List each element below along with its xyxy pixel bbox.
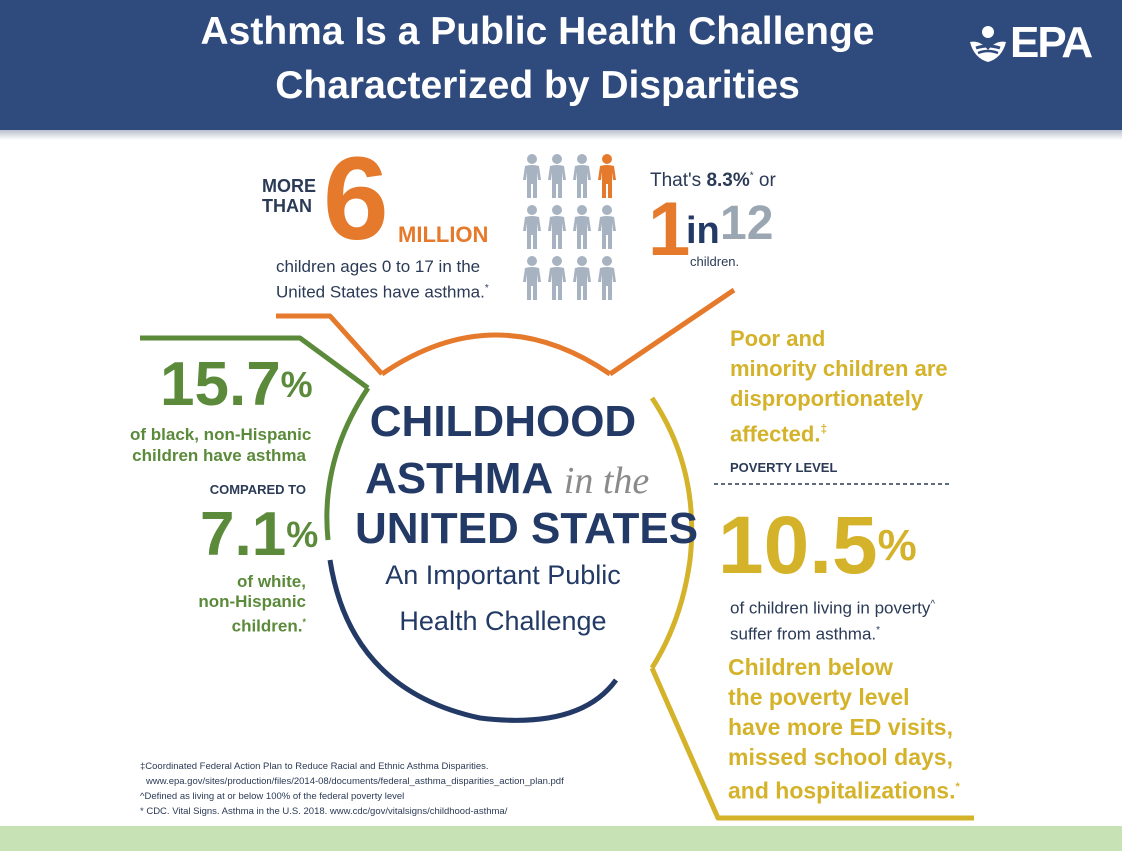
epa-flower-icon	[970, 26, 1006, 62]
child-figure-icon	[548, 256, 566, 300]
poverty-stat: 10.5%	[718, 500, 917, 591]
ratio-twelve: 12	[720, 197, 774, 250]
white-children-stat: 7.1%	[200, 500, 319, 569]
footer-band	[0, 826, 1122, 851]
title-line-2: Characterized by Disparities	[275, 64, 800, 107]
thats-percent-text: That's 8.3%* or	[650, 170, 776, 191]
black-children-stat: 15.7%	[160, 350, 313, 419]
more-than-label: MORE THAN	[262, 176, 316, 216]
million-label: MILLION	[398, 222, 489, 247]
epa-logo-text: EPA	[1010, 18, 1093, 67]
ratio-in: in	[686, 210, 720, 252]
child-figure-icon	[573, 256, 591, 300]
white-children-desc: of white, non-Hispanic children.*	[198, 572, 306, 636]
child-figure-icon	[523, 205, 541, 249]
center-title-united-states: UNITED STATES	[355, 504, 699, 553]
center-subtitle-line1: An Important Public	[385, 560, 621, 590]
compared-to-label: COMPARED TO	[209, 482, 306, 497]
poverty-level-label: POVERTY LEVEL	[730, 460, 838, 475]
center-subtitle-line2: Health Challenge	[399, 606, 607, 636]
child-figure-icon	[598, 154, 616, 198]
child-figure-icon	[548, 205, 566, 249]
ratio-children-label: children.	[690, 254, 740, 269]
poor-minority-text: Poor and minority children are dispropor…	[730, 326, 948, 447]
child-figure-icon	[548, 154, 566, 198]
child-figure-icon	[598, 205, 616, 249]
children-figure-grid	[523, 154, 616, 300]
child-figure-icon	[598, 256, 616, 300]
six-big-number: 6	[323, 133, 389, 265]
center-title-asthma: ASTHMA in the	[365, 454, 650, 503]
child-figure-icon	[573, 205, 591, 249]
footnote-3: ^Defined as living at or below 100% of t…	[140, 791, 405, 802]
child-figure-icon	[573, 154, 591, 198]
child-figure-icon	[523, 256, 541, 300]
below-poverty-text: Children below the poverty level have mo…	[728, 654, 960, 804]
footnote-2[interactable]: www.epa.gov/sites/production/files/2014-…	[146, 776, 564, 787]
black-children-desc: of black, non-Hispanic children have ast…	[130, 425, 312, 465]
header-shadow	[0, 130, 1122, 140]
ratio-one: 1	[648, 187, 691, 272]
footnote-4: * CDC. Vital Signs. Asthma in the U.S. 2…	[140, 806, 508, 817]
children-asthma-text: children ages 0 to 17 in the United Stat…	[276, 257, 489, 302]
header-banner	[0, 0, 1122, 130]
child-figure-icon	[523, 154, 541, 198]
poverty-desc: of children living in poverty^ suffer fr…	[730, 598, 936, 644]
footnotes: ‡Coordinated Federal Action Plan to Redu…	[140, 759, 564, 819]
center-title-childhood: CHILDHOOD	[369, 397, 637, 446]
title-line-1: Asthma Is a Public Health Challenge	[200, 10, 875, 53]
footnote-1: ‡Coordinated Federal Action Plan to Redu…	[140, 761, 489, 772]
